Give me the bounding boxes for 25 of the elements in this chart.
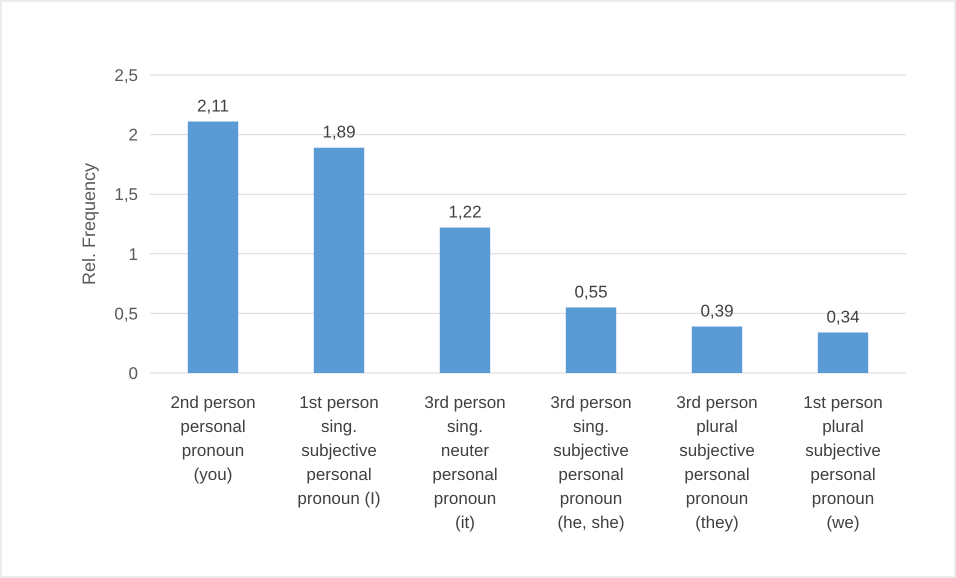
bar — [314, 148, 364, 373]
y-tick-label: 0,5 — [114, 304, 138, 324]
x-tick-label: 3rd person plural subjective personal pronoun (they) — [676, 393, 758, 532]
x-tick-label: 2nd person personal pronoun (you) — [170, 393, 256, 484]
x-tick-label: 1st person plural subjective personal pronoun (we) — [803, 393, 883, 532]
data-label: 0,34 — [826, 307, 860, 326]
bar — [440, 228, 490, 373]
data-label: 0,39 — [700, 302, 734, 321]
data-label: 0,55 — [574, 282, 608, 302]
bar — [818, 332, 868, 373]
y-tick-label: 1,5 — [114, 185, 138, 204]
x-tick-label: 3rd person sing. subjective personal pronoun (he, she) — [550, 393, 632, 532]
bar — [188, 121, 238, 373]
x-tick-label: 3rd person sing. neuter personal pronoun (it) — [424, 393, 506, 532]
y-tick-label: 1 — [128, 244, 138, 264]
y-axis-title: Rel. Frequency — [79, 162, 99, 286]
y-tick-label: 2 — [128, 126, 138, 145]
y-tick-label: 2,5 — [114, 66, 138, 85]
bar — [566, 307, 616, 373]
y-tick-label: 0 — [128, 364, 138, 383]
bar — [692, 326, 742, 373]
data-label: 2,11 — [197, 96, 229, 116]
data-label: 1,22 — [448, 202, 482, 222]
data-label: 1,89 — [322, 122, 356, 142]
x-tick-label: 1st person sing. subjective personal pronoun (I) — [297, 393, 381, 508]
